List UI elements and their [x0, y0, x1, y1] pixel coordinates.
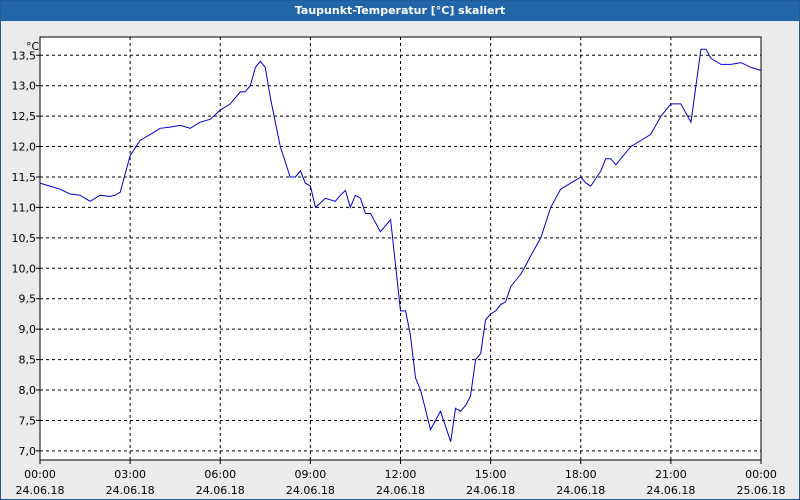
x-tick-time: 09:00 [295, 468, 327, 481]
y-tick-label: 7,5 [19, 414, 37, 427]
y-tick-label: 13,5 [12, 49, 37, 62]
y-tick-label: 7,0 [19, 445, 37, 458]
y-tick-label: 10,0 [12, 262, 37, 275]
y-tick-label: 8,5 [19, 354, 37, 367]
x-tick-date: 24.06.18 [286, 484, 335, 497]
y-tick-label: 10,5 [12, 232, 37, 245]
x-tick-date: 24.06.18 [376, 484, 425, 497]
x-tick-time: 06:00 [204, 468, 236, 481]
x-tick-date: 24.06.18 [646, 484, 695, 497]
y-tick-label: 12,5 [12, 110, 37, 123]
x-tick-date: 25.06.18 [737, 484, 786, 497]
y-tick-labels: 7,0 7,5 8,0 8,5 9,0 9,5 10,0 10,5 11,0 11,5 12,0 12… [12, 49, 37, 458]
y-tick-label: 9,0 [19, 323, 37, 336]
y-tick-label: 11,5 [12, 171, 37, 184]
x-tick-time: 15:00 [475, 468, 507, 481]
x-tick-date: 24.06.18 [466, 484, 515, 497]
y-tick-label: 12,0 [12, 141, 37, 154]
y-tick-label: 9,5 [19, 293, 37, 306]
y-tick-label: 13,0 [12, 80, 37, 93]
y-tick-label: 8,0 [19, 384, 37, 397]
x-tick-time: 00:00 [745, 468, 777, 481]
y-axis-label: °C [26, 40, 40, 53]
x-tick-time: 21:00 [655, 468, 687, 481]
series-group [39, 48, 762, 442]
y-tick-label: 11,0 [12, 201, 37, 214]
chart-title: Taupunkt-Temperatur [°C] skaliert [1, 1, 799, 21]
x-tick-time: 03:00 [114, 468, 146, 481]
x-tick-date: 24.06.18 [196, 484, 245, 497]
series-line [39, 48, 762, 442]
x-tick-time: 18:00 [565, 468, 597, 481]
x-tick-time: 12:00 [385, 468, 417, 481]
x-tick-time: 00:00 [24, 468, 56, 481]
grid-lines [36, 37, 762, 464]
x-tick-date: 24.06.18 [106, 484, 155, 497]
x-tick-date: 24.06.18 [556, 484, 605, 497]
x-tick-labels: 00:00 24.06.18 03:00 24.06.18 06:00 24.06.18 0… [16, 468, 786, 497]
x-tick-date: 24.06.18 [16, 484, 65, 497]
